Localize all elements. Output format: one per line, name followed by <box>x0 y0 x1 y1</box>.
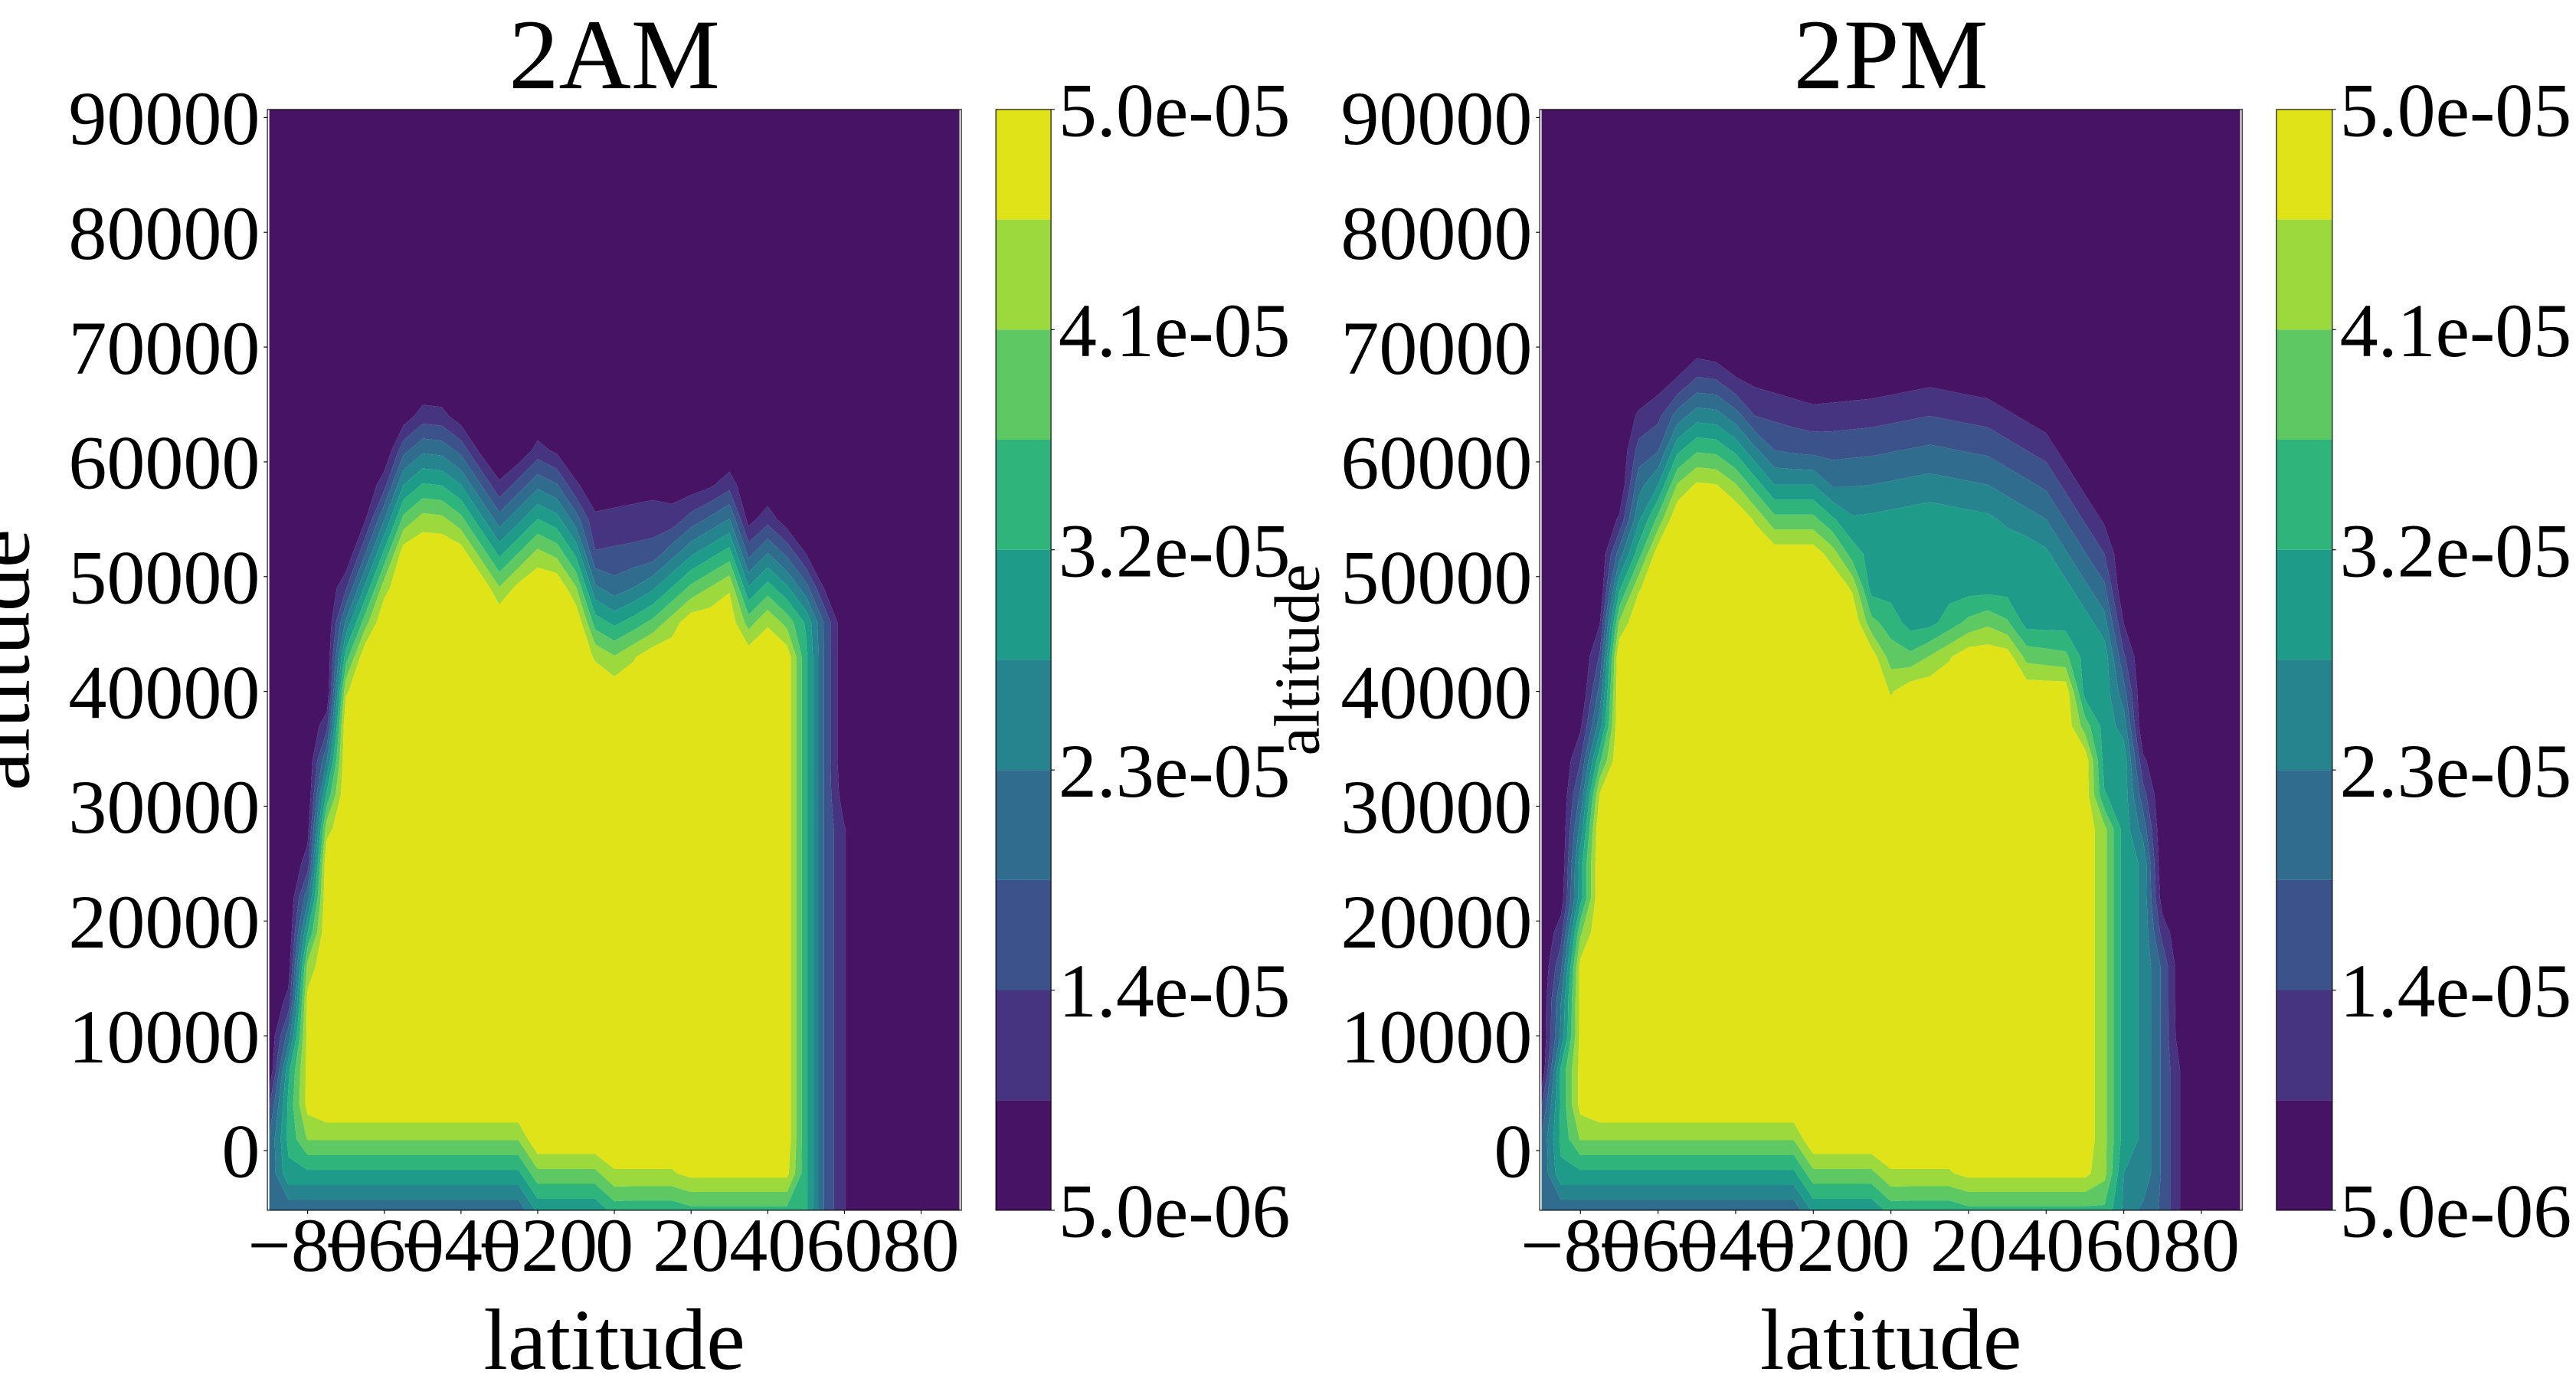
svg-text:50000: 50000 <box>68 535 260 620</box>
svg-text:20000: 20000 <box>68 879 260 964</box>
svg-text:altitude: altitude <box>0 529 47 791</box>
svg-text:20: 20 <box>1930 1203 2007 1288</box>
svg-text:60: 60 <box>806 1203 882 1288</box>
svg-text:3.2e-05: 3.2e-05 <box>1059 508 1291 593</box>
svg-text:20: 20 <box>653 1203 729 1288</box>
svg-text:latitude: latitude <box>1760 1292 2022 1375</box>
svg-text:2AM: 2AM <box>509 0 720 110</box>
svg-text:10000: 10000 <box>1340 994 1532 1079</box>
svg-text:0: 0 <box>1494 1109 1532 1194</box>
svg-text:40000: 40000 <box>68 650 260 735</box>
svg-text:10000: 10000 <box>68 994 260 1079</box>
svg-text:40000: 40000 <box>1340 650 1532 735</box>
svg-text:20000: 20000 <box>1340 879 1532 964</box>
svg-text:−20: −20 <box>478 1203 597 1288</box>
svg-text:40: 40 <box>729 1203 806 1288</box>
svg-text:90000: 90000 <box>1340 76 1532 161</box>
svg-text:5.0e-06: 5.0e-06 <box>2340 1169 2572 1254</box>
svg-text:3.2e-05: 3.2e-05 <box>2340 508 2572 593</box>
svg-text:−20: −20 <box>1753 1203 1873 1288</box>
svg-text:4.1e-05: 4.1e-05 <box>2340 288 2572 373</box>
svg-text:1.4e-05: 1.4e-05 <box>1059 948 1291 1033</box>
svg-text:5.0e-05: 5.0e-05 <box>2340 68 2572 153</box>
svg-text:80000: 80000 <box>68 191 260 276</box>
svg-text:80: 80 <box>883 1203 960 1288</box>
svg-text:altitude: altitude <box>1262 564 1333 755</box>
svg-text:30000: 30000 <box>1340 764 1532 850</box>
svg-text:2.3e-05: 2.3e-05 <box>2340 728 2572 814</box>
svg-text:60000: 60000 <box>1340 421 1532 506</box>
svg-text:1.4e-05: 1.4e-05 <box>2340 948 2572 1033</box>
svg-text:70000: 70000 <box>1340 306 1532 391</box>
svg-text:4.1e-05: 4.1e-05 <box>1059 288 1291 373</box>
svg-text:0: 0 <box>595 1203 633 1288</box>
svg-text:80: 80 <box>2163 1203 2240 1288</box>
svg-text:40: 40 <box>2008 1203 2084 1288</box>
svg-text:80000: 80000 <box>1340 191 1532 276</box>
svg-text:2.3e-05: 2.3e-05 <box>1059 728 1291 814</box>
svg-text:70000: 70000 <box>68 306 260 391</box>
svg-text:60000: 60000 <box>68 421 260 506</box>
svg-text:60: 60 <box>2086 1203 2162 1288</box>
svg-text:5.0e-06: 5.0e-06 <box>1059 1169 1291 1254</box>
svg-text:30000: 30000 <box>68 764 260 850</box>
svg-text:50000: 50000 <box>1340 535 1532 620</box>
svg-text:0: 0 <box>221 1109 260 1194</box>
svg-text:0: 0 <box>1872 1203 1910 1288</box>
svg-text:2PM: 2PM <box>1794 0 1988 110</box>
svg-text:90000: 90000 <box>68 76 260 161</box>
svg-text:5.0e-05: 5.0e-05 <box>1059 68 1291 153</box>
svg-text:latitude: latitude <box>483 1292 745 1375</box>
